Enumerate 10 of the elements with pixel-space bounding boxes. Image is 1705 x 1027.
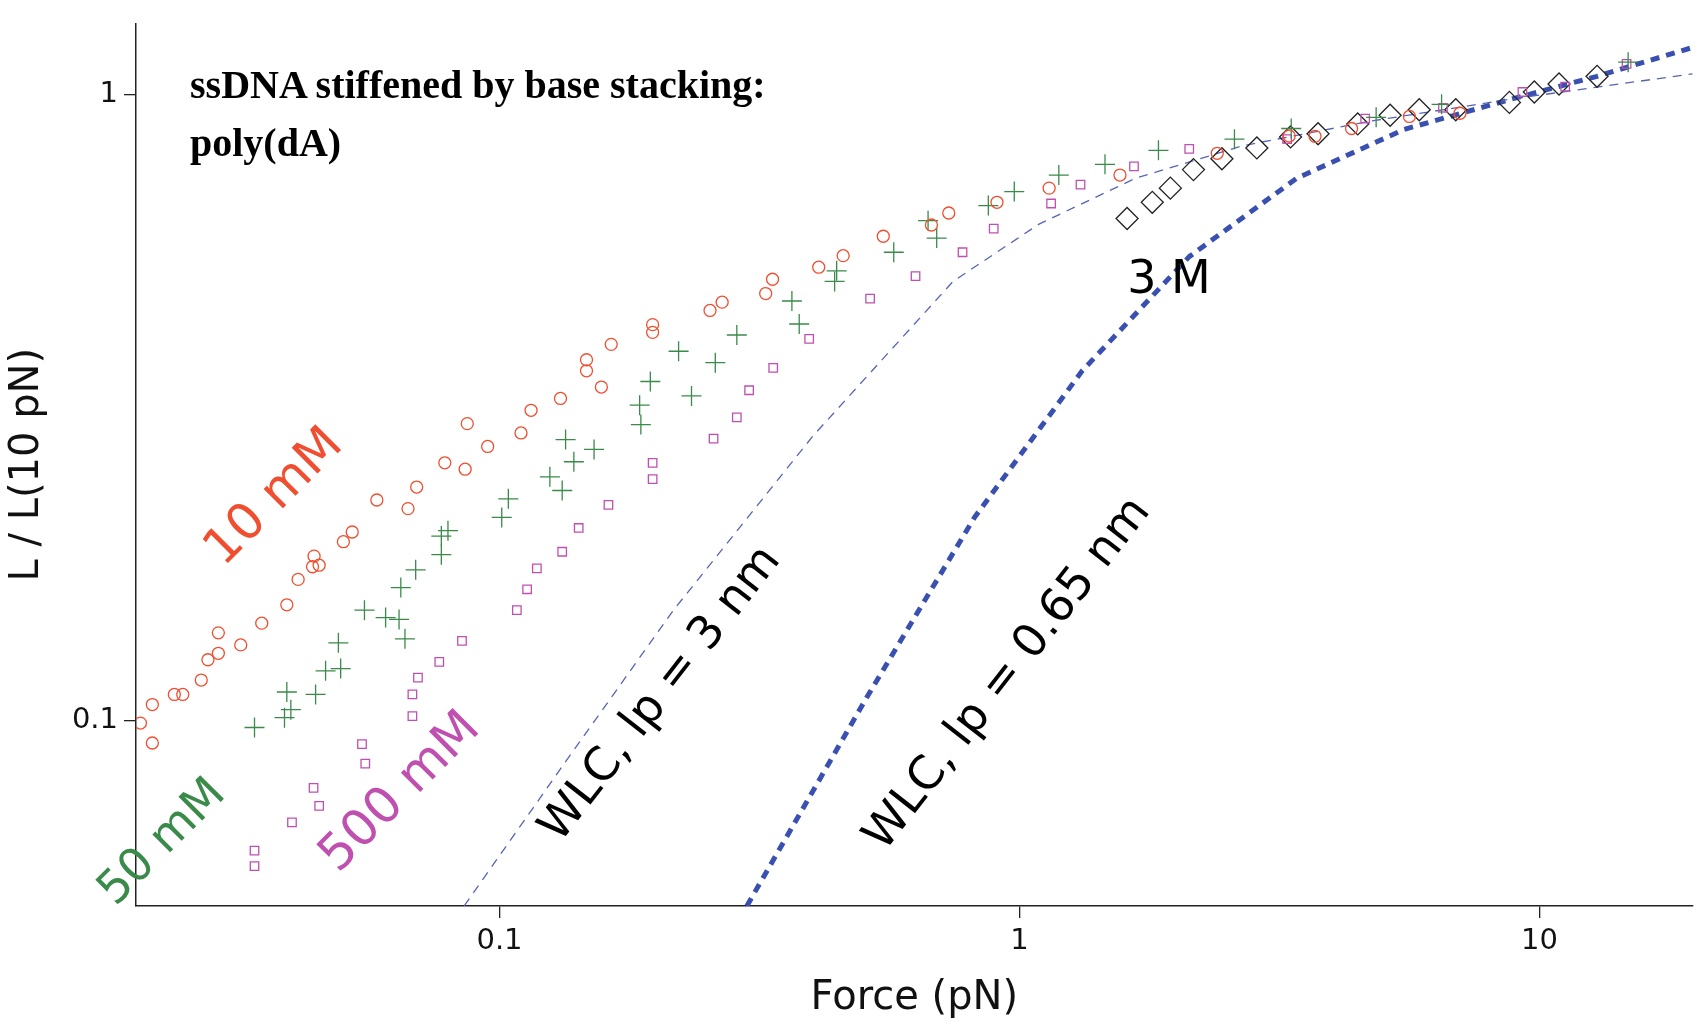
text: 500 mM <box>305 697 491 883</box>
text: 50 mM <box>85 765 235 915</box>
series-label: 3 M <box>1127 250 1211 304</box>
x-axis-title: Force (pN) <box>810 972 1019 1019</box>
x-tick-label: 0.1 <box>476 921 523 956</box>
y-axis-title: L / L(10 pN) <box>1 347 48 582</box>
text: ssDNA stiffened by base stacking: poly(dA) <box>190 61 767 167</box>
x-tick-label: 10 <box>1521 921 1559 956</box>
x-tick-label: 1 <box>1010 921 1029 956</box>
text: 10 mM <box>190 413 354 577</box>
